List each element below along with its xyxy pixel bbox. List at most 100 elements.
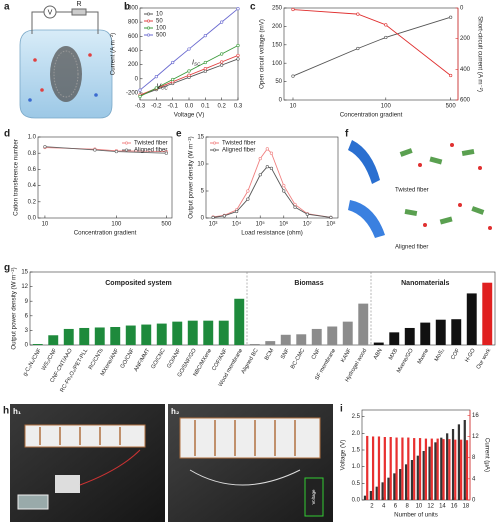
legend-marker [125,141,129,145]
bar [442,439,445,500]
x-tick-label: 10 [42,222,49,228]
bar [422,451,425,500]
legend-marker [147,33,151,37]
data-point [258,157,262,161]
y2-tick-label: 0 [472,498,476,504]
data-point [329,215,333,220]
bar [79,327,90,345]
bar [482,282,493,345]
legend-label: Aligned fiber [134,148,167,154]
data-point [235,209,239,214]
bar [434,442,437,500]
data-point [203,69,207,73]
plot-frame [37,136,173,219]
data-point [236,43,240,48]
x-tick-label: ABN [373,348,384,361]
fiber-label: Aligned fiber [395,245,428,251]
bar [416,455,419,500]
y2-tick-label: 200 [460,36,471,42]
panel-label: e [176,129,182,140]
data-point [236,53,240,58]
data-point [220,52,224,56]
bar [463,420,466,500]
y-axis-label: Voltage (V) [340,440,347,471]
y-tick-label: 12 [21,284,28,290]
bar [420,322,431,345]
x-axis-label: Concentration gradient [340,112,403,119]
data-point [164,151,168,155]
y-tick-label: 200 [128,62,139,68]
subpanel-label: h₂ [171,407,180,416]
legend-label: 50 [156,19,163,25]
x-tick-label: 10³ [209,222,218,228]
x-tick-label: 10 [290,104,297,110]
y-tick-label: -200 [126,91,139,97]
membrane [50,46,82,102]
device [24,424,146,448]
cations [418,143,492,230]
data-point [171,60,175,65]
data-point [449,73,453,78]
bar [430,438,433,500]
x-tick-label: RC/CNTs [88,348,105,371]
bar [393,473,396,500]
y2-tick-label: 0 [460,6,464,12]
bar [389,332,400,345]
y-tick-label: 3 [25,328,29,334]
y-tick-label: 0.6 [28,167,37,173]
panel-label: i [340,404,343,415]
x-tick-label: 500 [446,104,457,110]
bar [389,437,392,500]
resistor [71,8,87,16]
voltmeter [43,5,57,19]
y-tick-label: 0 [201,216,205,222]
group-label: Nanomaterials [401,280,449,287]
y-tick-label: 800 [128,20,139,26]
data-point [154,75,158,79]
bar [404,464,408,500]
bar [366,435,369,500]
data-point [236,57,240,61]
data-point [305,212,309,216]
bar [457,424,461,500]
data-point [449,15,453,19]
x-tick-label: 14 [439,504,446,510]
bar [373,342,384,345]
x-tick-label: MXB [388,348,399,362]
x-tick-label: 6 [394,504,398,510]
bar [327,326,338,345]
y-tick-label: 250 [272,6,283,12]
data-point [356,12,360,16]
y-tick-label: 15 [197,135,204,141]
panel-a: a V R [4,1,113,119]
y-tick-label: 1.0 [352,464,361,470]
legend-marker [147,19,151,23]
x-tick-label: 10⁴ [232,221,242,228]
x-tick-label: 500 [161,222,172,228]
legend-marker [213,148,217,152]
legend-marker [125,148,129,152]
plot-frame [139,7,239,101]
x-tick-label: H-GO [464,347,477,363]
bar [395,437,398,500]
y2-axis-label: Short-circuit current (A m⁻²) [476,16,483,92]
x-tick-label: COF [450,347,461,361]
cable [189,469,301,486]
y-tick-label: 0.0 [352,498,361,504]
data-point [258,173,262,177]
bar [466,293,477,345]
x-tick-label: 0.1 [201,104,210,110]
meter [55,475,80,493]
data-point [211,215,215,220]
bar [110,326,121,345]
bar [418,438,422,500]
y-axis-label: Current (A m⁻²) [110,33,117,75]
data-point [203,33,207,38]
data-point [246,197,250,201]
x-tick-label: -0.3 [135,104,146,110]
group-label: Biomass [294,280,323,287]
data-point [203,60,207,65]
panel-label: d [4,129,10,140]
membrane-hatch [53,50,79,98]
